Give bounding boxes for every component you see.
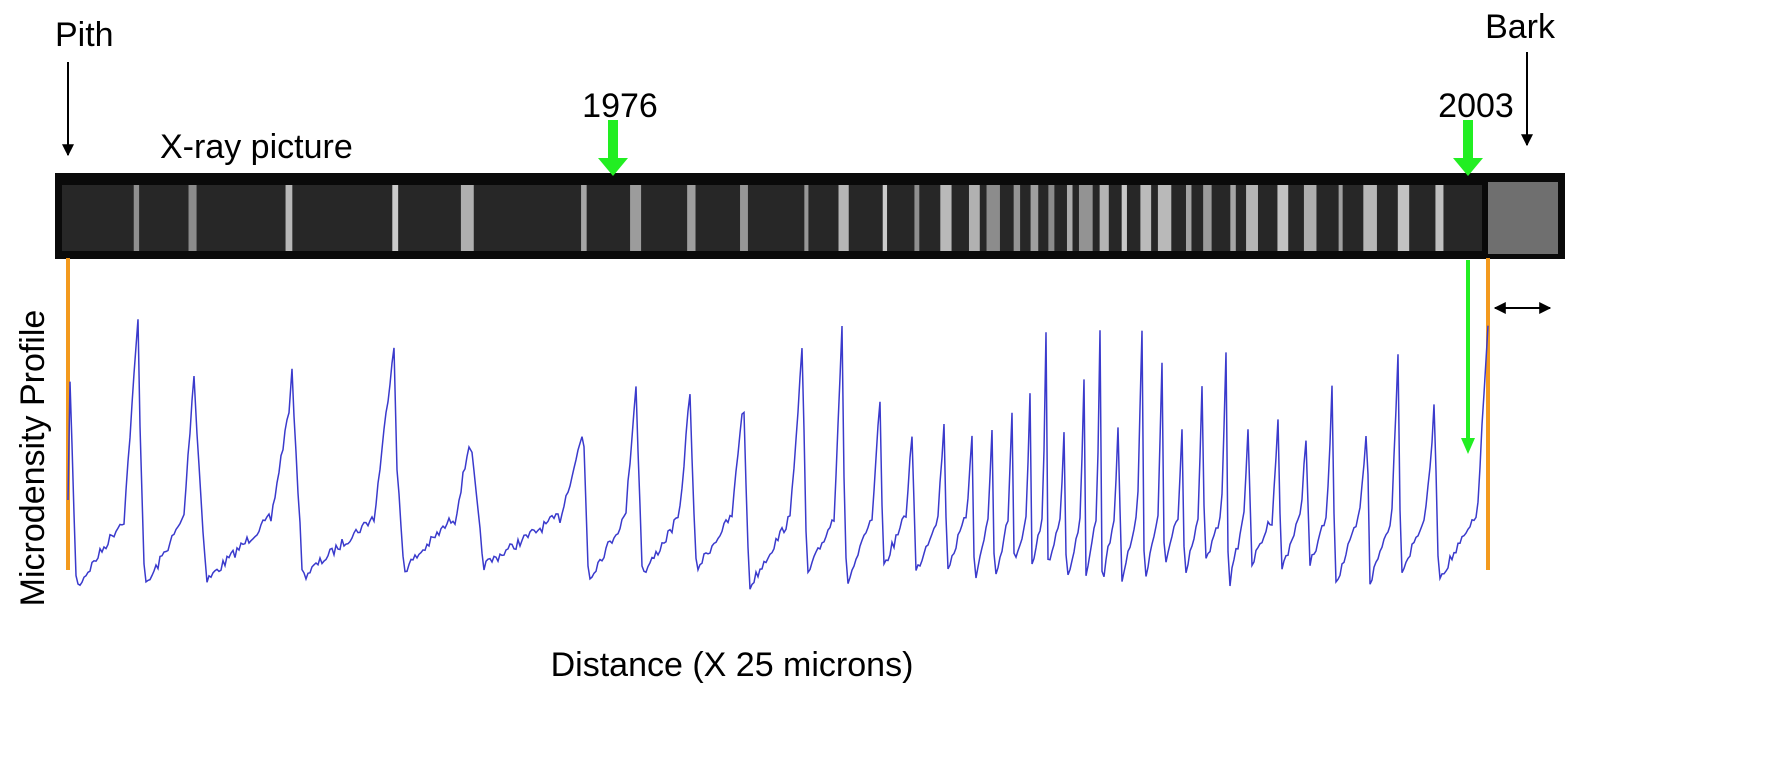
- band: [1048, 185, 1055, 251]
- y-label: Microdensity Profile: [14, 310, 52, 607]
- band: [392, 185, 399, 251]
- band: [986, 185, 1000, 251]
- band: [460, 185, 474, 251]
- band: [1488, 182, 1558, 254]
- band: [1157, 185, 1172, 251]
- band: [1435, 185, 1444, 251]
- band: [1203, 185, 1212, 251]
- x-label: Distance (X 25 microns): [551, 646, 914, 684]
- band: [1246, 185, 1258, 251]
- band: [581, 185, 587, 251]
- band: [740, 185, 748, 251]
- band: [1397, 185, 1410, 251]
- band: [188, 185, 197, 251]
- band: [1030, 185, 1039, 251]
- band: [940, 185, 952, 251]
- band: [1230, 185, 1236, 251]
- green-arrows: [598, 120, 1483, 454]
- xray-label: X-ray picture: [160, 128, 353, 166]
- band: [1078, 185, 1093, 251]
- band: [1277, 185, 1289, 251]
- band: [1066, 185, 1073, 251]
- band: [1140, 185, 1152, 251]
- band: [914, 185, 920, 251]
- band: [838, 185, 849, 251]
- xray-bands: [62, 182, 1558, 254]
- band: [804, 185, 809, 251]
- year-2003: 2003: [1438, 87, 1514, 125]
- band: [1303, 185, 1317, 251]
- band: [1363, 185, 1377, 251]
- band: [62, 185, 1482, 251]
- band: [285, 185, 293, 251]
- density-profile: [67, 319, 1489, 590]
- pith-label: Pith: [55, 16, 114, 54]
- band: [882, 185, 888, 251]
- band: [630, 185, 642, 251]
- band: [1099, 185, 1109, 251]
- bark-label: Bark: [1485, 8, 1556, 46]
- year-1976: 1976: [582, 87, 658, 125]
- band: [1185, 185, 1192, 251]
- band: [1121, 185, 1127, 251]
- band: [687, 185, 696, 251]
- band: [1013, 185, 1021, 251]
- band: [968, 185, 980, 251]
- band: [133, 185, 140, 251]
- band: [1338, 185, 1343, 251]
